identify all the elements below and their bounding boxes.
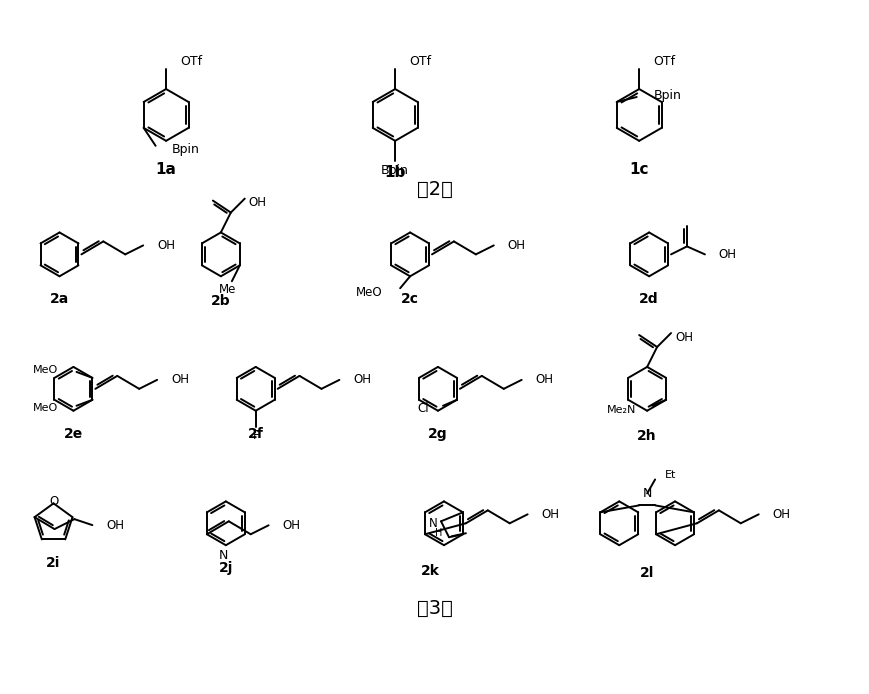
Text: 2f: 2f [248,427,263,441]
Text: O: O [49,495,58,508]
Text: OTf: OTf [408,55,431,67]
Text: 2a: 2a [50,292,69,306]
Text: 1a: 1a [156,162,176,177]
Text: N: N [641,487,651,500]
Text: 2l: 2l [640,566,653,580]
Text: 2i: 2i [46,556,61,570]
Text: Bpin: Bpin [171,143,199,156]
Text: OH: OH [507,239,525,252]
Text: F: F [252,429,259,442]
Text: OH: OH [535,373,553,387]
Text: Me: Me [219,282,236,296]
Text: 2k: 2k [420,564,439,578]
Text: OH: OH [772,508,790,520]
Text: OTf: OTf [653,55,674,67]
Text: OH: OH [541,508,559,520]
Text: N: N [428,517,437,530]
Text: OTf: OTf [180,55,202,67]
Text: MeO: MeO [33,403,58,413]
Text: 1b: 1b [384,165,405,180]
Text: 1c: 1c [628,162,648,177]
Text: 2g: 2g [428,427,448,441]
Text: （2）: （2） [416,180,453,199]
Text: MeO: MeO [33,365,58,375]
Text: MeO: MeO [355,286,381,298]
Text: OH: OH [353,373,371,387]
Text: OH: OH [718,248,736,261]
Text: （3）: （3） [416,598,453,618]
Text: Cl: Cl [417,403,428,415]
Text: Me₂N: Me₂N [607,405,635,415]
Text: OH: OH [157,239,175,252]
Text: Et: Et [664,471,676,480]
Text: OH: OH [249,196,267,209]
Text: 2e: 2e [63,427,83,441]
Text: N: N [219,549,229,562]
Text: Bpin: Bpin [381,164,408,177]
Text: 2j: 2j [218,561,233,575]
Text: OH: OH [674,330,693,344]
Text: OH: OH [282,519,300,532]
Text: 2b: 2b [211,294,230,308]
Text: 2c: 2c [401,292,419,306]
Text: 2h: 2h [637,429,656,443]
Text: 2d: 2d [639,292,658,306]
Text: OH: OH [171,373,189,387]
Text: H: H [434,528,442,539]
Text: Bpin: Bpin [653,89,680,101]
Text: OH: OH [106,518,124,532]
